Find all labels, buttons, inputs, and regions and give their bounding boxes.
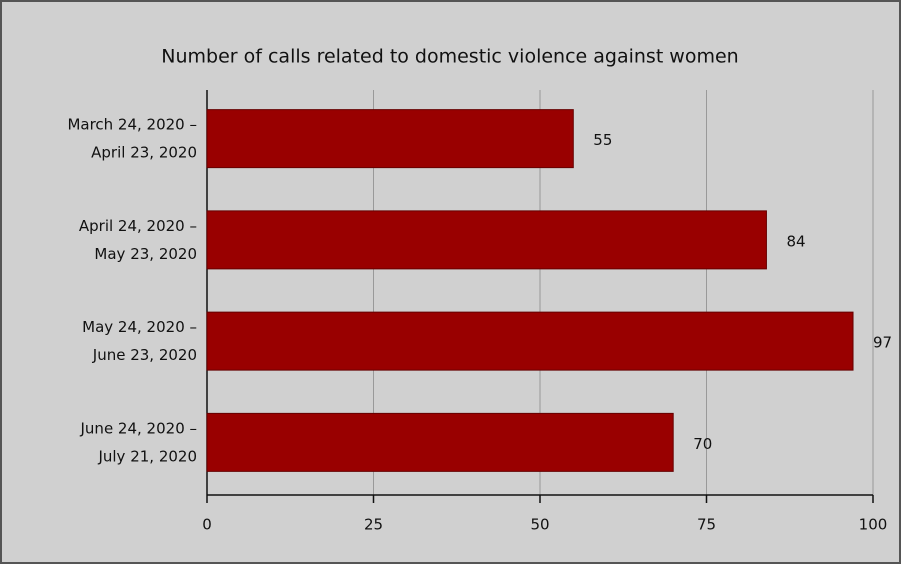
bar xyxy=(206,210,767,270)
value-label: 55 xyxy=(593,131,612,149)
x-tick-label: 25 xyxy=(364,516,383,534)
x-tick-label: 0 xyxy=(202,516,212,534)
bar xyxy=(206,412,674,472)
x-tick-label: 75 xyxy=(697,516,716,534)
value-label: 97 xyxy=(873,334,892,352)
y-tick-label: May 24, 2020 – June 23, 2020 xyxy=(82,318,197,364)
y-tick-label: April 24, 2020 – May 23, 2020 xyxy=(79,216,197,262)
x-tick-label: 100 xyxy=(859,516,888,534)
y-tick-label: March 24, 2020 – April 23, 2020 xyxy=(67,115,197,161)
chart-title: Number of calls related to domestic viol… xyxy=(161,46,738,68)
y-tick-label: June 24, 2020 – July 21, 2020 xyxy=(80,419,198,465)
value-label: 70 xyxy=(693,435,712,453)
bar xyxy=(206,311,854,371)
value-label: 84 xyxy=(786,232,805,250)
bar xyxy=(206,109,574,169)
x-tick-label: 50 xyxy=(530,516,549,534)
